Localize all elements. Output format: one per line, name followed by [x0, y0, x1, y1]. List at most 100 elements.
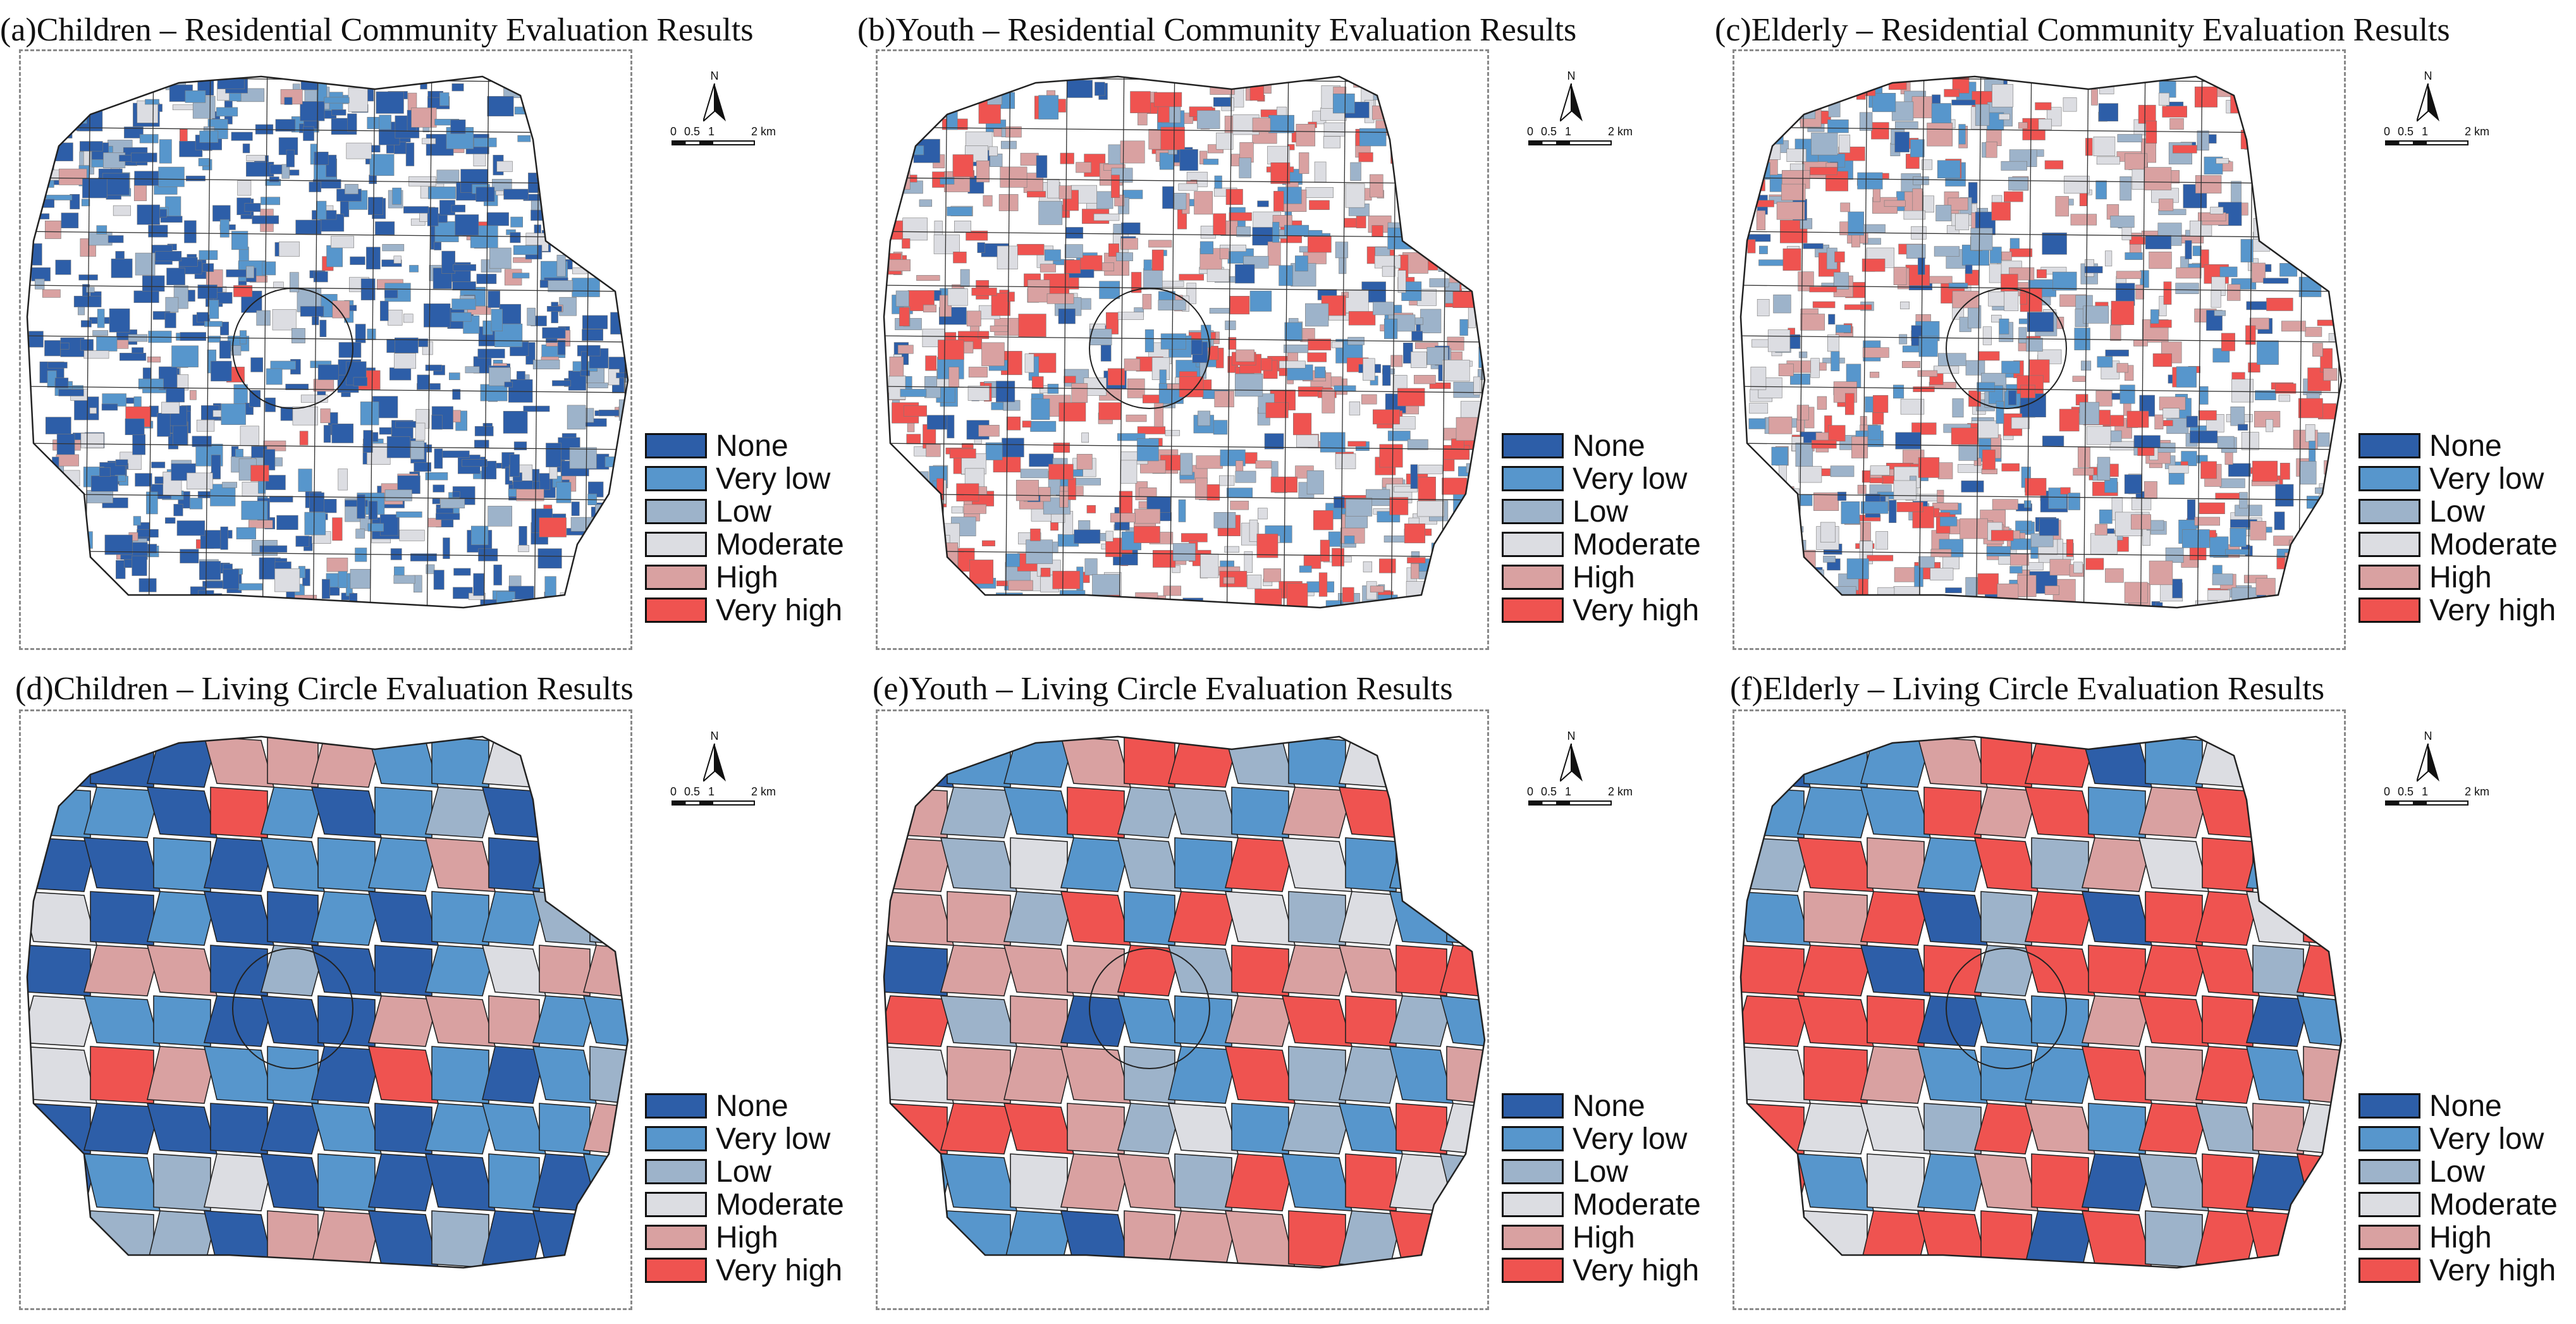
scale-label: 0.5: [2398, 785, 2414, 798]
community-moderate: [113, 205, 131, 216]
community-none: [300, 101, 325, 121]
road-line: [27, 285, 628, 292]
living-circle-low: [90, 1210, 154, 1268]
living-circle-very_low: [27, 1210, 98, 1268]
community-none: [2186, 415, 2198, 427]
community-very_low: [2298, 276, 2322, 297]
community-high: [1361, 394, 1377, 405]
community-none: [606, 209, 628, 233]
community-moderate: [1750, 472, 1770, 496]
legend-label: Very high: [716, 1254, 843, 1287]
road-line: [27, 550, 628, 558]
living-circle-very_high: [1973, 1103, 2039, 1155]
community-moderate: [2011, 417, 2030, 429]
community-very_low: [158, 166, 185, 187]
community-very_low: [2010, 538, 2032, 550]
road-line: [1736, 51, 1741, 648]
community-very_high: [1249, 78, 1264, 101]
living-circle-none: [27, 837, 98, 892]
community-none: [309, 492, 324, 512]
community-none: [109, 308, 130, 333]
community-very_low: [2176, 366, 2197, 388]
living-circle-high: [1917, 737, 1989, 788]
living-circle-very_high: [1803, 1046, 1868, 1104]
living-circle-very_low: [260, 787, 326, 838]
road-line: [884, 126, 1485, 134]
north-label: N: [2424, 730, 2432, 742]
community-high: [1195, 477, 1208, 500]
living-circle-low: [582, 837, 628, 892]
scale-label: 0: [670, 785, 677, 798]
road-line: [27, 231, 628, 238]
community-very_low: [1910, 139, 1925, 157]
community-very_low: [885, 473, 899, 486]
living-circle-very_high: [1917, 1210, 1989, 1268]
community-high: [1857, 484, 1867, 494]
community-very_high: [2085, 558, 2104, 570]
community-none: [1074, 529, 1101, 544]
community-very_high: [2020, 384, 2035, 398]
community-low: [1234, 373, 1263, 397]
community-very_high: [886, 101, 905, 123]
community-low: [1466, 463, 1480, 473]
community-very_low: [209, 300, 219, 319]
community-low: [1350, 162, 1361, 181]
community-very_low: [189, 498, 203, 510]
community-low: [2231, 587, 2257, 606]
legend-swatch: [1502, 466, 1564, 491]
community-none: [345, 500, 368, 507]
community-none: [161, 603, 175, 608]
community-moderate: [1247, 574, 1262, 589]
community-moderate: [1394, 486, 1418, 493]
living-circle-high: [1803, 891, 1868, 946]
north-arrow-icon: N: [677, 730, 752, 824]
community-high: [1474, 241, 1483, 262]
community-none: [594, 197, 615, 221]
community-moderate: [1767, 329, 1791, 352]
legend-label: Low: [1573, 1155, 1629, 1189]
community-very_high: [926, 531, 943, 539]
community-high: [513, 257, 532, 263]
community-high: [58, 168, 87, 185]
community-high: [1851, 436, 1868, 458]
community-very_high: [903, 405, 927, 417]
community-moderate: [2158, 92, 2170, 106]
legend: None Very low Low Moderate High Very hig…: [1502, 431, 1704, 634]
community-moderate: [892, 81, 904, 100]
map-fill-group: [27, 737, 628, 1268]
living-circle-low: [1288, 891, 1346, 946]
community-none: [197, 285, 218, 299]
community-low: [1373, 80, 1395, 101]
legend-swatch: [2358, 433, 2420, 458]
community-none: [434, 242, 441, 250]
community-high: [1407, 123, 1419, 138]
community-none: [1264, 433, 1284, 450]
community-none: [99, 467, 111, 477]
community-high: [1139, 487, 1157, 497]
city-boundary: [1739, 75, 2343, 609]
living-circle-none: [482, 1210, 546, 1268]
community-moderate: [1810, 358, 1820, 378]
community-low: [246, 266, 254, 279]
community-low: [290, 272, 299, 293]
community-low: [1970, 228, 1993, 251]
community-moderate: [1893, 480, 1917, 500]
community-very_high: [1810, 167, 1837, 175]
community-very_high: [1373, 409, 1400, 425]
living-circle-high: [203, 737, 275, 788]
community-moderate: [1165, 430, 1181, 436]
community-moderate: [988, 146, 998, 156]
living-circle-very_low: [83, 995, 161, 1047]
community-low: [1811, 132, 1838, 156]
community-low: [1938, 353, 1966, 366]
community-very_high: [1871, 122, 1889, 140]
community-moderate: [2096, 156, 2120, 165]
community-moderate: [2296, 140, 2322, 161]
community-very_low: [531, 92, 546, 107]
community-very_low: [1748, 418, 1766, 429]
legend-label: Low: [1573, 495, 1629, 529]
living-circle-none: [203, 837, 275, 892]
legend-label: None: [1573, 1089, 1645, 1123]
legend: None Very low Low Moderate High Very hig…: [2358, 1091, 2561, 1294]
living-circle-very_high: [2195, 945, 2260, 996]
